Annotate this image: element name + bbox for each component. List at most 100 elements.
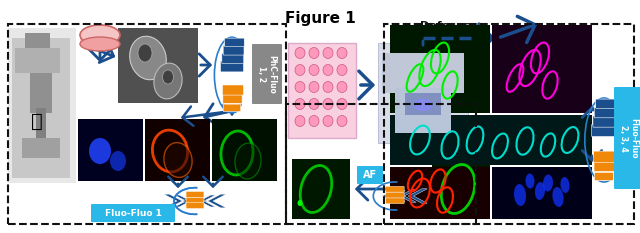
Ellipse shape: [309, 116, 319, 127]
Ellipse shape: [525, 174, 534, 188]
Ellipse shape: [337, 116, 347, 127]
Ellipse shape: [337, 48, 347, 58]
FancyBboxPatch shape: [357, 166, 383, 184]
Ellipse shape: [337, 99, 347, 110]
Bar: [80, 34, 120, 44]
Bar: [118, 28, 198, 103]
Ellipse shape: [337, 65, 347, 75]
Bar: [395, 88, 451, 133]
Polygon shape: [391, 191, 405, 201]
FancyBboxPatch shape: [614, 87, 640, 189]
Bar: [378, 43, 468, 143]
Text: Figure 1: Figure 1: [285, 11, 355, 26]
Ellipse shape: [323, 65, 333, 75]
Ellipse shape: [543, 175, 553, 192]
Ellipse shape: [110, 151, 126, 171]
Bar: [390, 167, 490, 219]
Bar: [12, 38, 70, 178]
Bar: [384, 24, 634, 224]
Bar: [292, 159, 350, 219]
Ellipse shape: [235, 143, 261, 179]
Polygon shape: [200, 195, 216, 207]
Ellipse shape: [561, 177, 570, 193]
Bar: [492, 167, 592, 219]
Bar: [25, 33, 50, 48]
Polygon shape: [408, 189, 428, 203]
Ellipse shape: [295, 99, 305, 110]
Bar: [15, 48, 60, 73]
Ellipse shape: [309, 82, 319, 93]
FancyBboxPatch shape: [225, 38, 244, 47]
Ellipse shape: [80, 25, 120, 45]
Bar: [492, 25, 592, 113]
Bar: [78, 119, 143, 181]
Bar: [390, 25, 490, 113]
FancyBboxPatch shape: [596, 99, 617, 108]
Polygon shape: [183, 197, 194, 205]
Bar: [288, 43, 356, 138]
FancyBboxPatch shape: [386, 198, 404, 204]
Ellipse shape: [323, 116, 333, 127]
FancyBboxPatch shape: [595, 172, 614, 181]
Ellipse shape: [295, 48, 305, 58]
Ellipse shape: [154, 63, 182, 99]
FancyBboxPatch shape: [223, 95, 242, 103]
Ellipse shape: [130, 36, 166, 80]
Ellipse shape: [323, 48, 333, 58]
Bar: [145, 119, 210, 181]
FancyBboxPatch shape: [186, 192, 204, 197]
Ellipse shape: [309, 48, 319, 58]
FancyBboxPatch shape: [595, 108, 617, 118]
Ellipse shape: [138, 44, 152, 62]
FancyBboxPatch shape: [222, 53, 244, 63]
Bar: [8, 28, 76, 183]
Text: AF: AF: [363, 170, 377, 180]
Bar: [212, 119, 277, 181]
Polygon shape: [196, 197, 207, 205]
Bar: [36, 108, 46, 143]
Ellipse shape: [295, 82, 305, 93]
FancyBboxPatch shape: [386, 186, 404, 192]
FancyBboxPatch shape: [386, 192, 404, 198]
Bar: [432, 159, 490, 219]
Ellipse shape: [295, 65, 305, 75]
Polygon shape: [208, 194, 226, 208]
FancyBboxPatch shape: [593, 151, 616, 162]
FancyBboxPatch shape: [591, 124, 616, 137]
FancyBboxPatch shape: [186, 197, 204, 203]
FancyBboxPatch shape: [223, 46, 244, 55]
Ellipse shape: [309, 65, 319, 75]
Polygon shape: [191, 196, 205, 206]
Bar: [8, 24, 286, 224]
Ellipse shape: [89, 138, 111, 164]
FancyBboxPatch shape: [186, 203, 204, 208]
FancyBboxPatch shape: [252, 44, 282, 104]
Polygon shape: [185, 196, 199, 206]
Polygon shape: [382, 192, 394, 200]
Ellipse shape: [295, 116, 305, 127]
Ellipse shape: [323, 82, 333, 93]
Ellipse shape: [163, 70, 173, 84]
Ellipse shape: [535, 182, 545, 200]
FancyBboxPatch shape: [593, 116, 617, 127]
Polygon shape: [164, 194, 182, 208]
FancyBboxPatch shape: [594, 162, 615, 171]
Text: PhC-Fluo
1, 2: PhC-Fluo 1, 2: [257, 55, 276, 93]
FancyBboxPatch shape: [91, 204, 175, 222]
Ellipse shape: [337, 82, 347, 93]
Bar: [390, 115, 592, 165]
Text: Fluo-Fluo
2, 3, 4: Fluo-Fluo 2, 3, 4: [620, 118, 639, 158]
FancyBboxPatch shape: [221, 61, 243, 72]
Bar: [405, 93, 441, 115]
FancyBboxPatch shape: [223, 104, 241, 112]
Text: Defocus: Defocus: [420, 21, 470, 31]
Bar: [382, 53, 464, 93]
Ellipse shape: [164, 143, 192, 177]
FancyBboxPatch shape: [186, 197, 204, 203]
Ellipse shape: [413, 99, 433, 111]
Polygon shape: [399, 190, 416, 202]
Text: Fluo-Fluo 1: Fluo-Fluo 1: [104, 209, 161, 217]
Bar: [22, 138, 60, 158]
Polygon shape: [175, 195, 191, 207]
FancyBboxPatch shape: [186, 203, 204, 208]
